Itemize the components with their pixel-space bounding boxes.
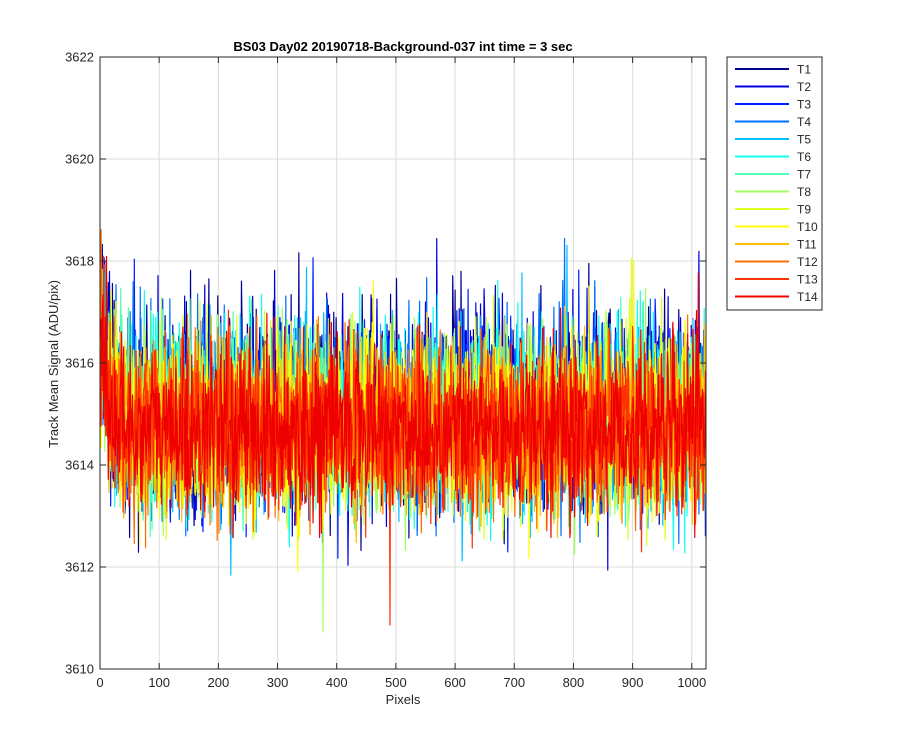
x-tick-label: 400 [326, 675, 348, 690]
legend-label-t12: T12 [797, 255, 818, 269]
y-axis-label: Track Mean Signal (ADU/pix) [46, 280, 61, 448]
x-tick-label: 900 [622, 675, 644, 690]
legend-label-t8: T8 [797, 185, 811, 199]
y-tick-label: 3610 [65, 662, 94, 677]
x-tick-label: 600 [444, 675, 466, 690]
series-line-t14 [100, 255, 706, 539]
y-tick-label: 3622 [65, 50, 94, 65]
legend-label-t9: T9 [797, 203, 811, 217]
x-tick-label: 500 [385, 675, 407, 690]
legend-box [726, 56, 823, 311]
x-tick-label: 100 [148, 675, 170, 690]
x-tick-label: 200 [208, 675, 230, 690]
x-tick-label: 300 [267, 675, 289, 690]
x-tick-label: 800 [563, 675, 585, 690]
y-tick-label: 3618 [65, 254, 94, 269]
series-lines [100, 229, 706, 633]
legend-label-t6: T6 [797, 150, 811, 164]
legend-label-t11: T11 [797, 238, 817, 252]
x-tick-label: 1000 [677, 675, 706, 690]
legend-label-t14: T14 [797, 290, 818, 304]
legend-label-t13: T13 [797, 273, 818, 287]
legend-label-t4: T4 [797, 115, 811, 129]
legend-label-t2: T2 [797, 80, 811, 94]
x-axis-label: Pixels [386, 692, 421, 707]
legend-label-t3: T3 [797, 98, 811, 112]
x-tick-label: 0 [96, 675, 103, 690]
legend: T1 T2 T3 T4 T5 T6 T7 T8 T9 T10 T11 T12 T13 T14 [726, 56, 823, 311]
chart-title: BS03 Day02 20190718-Background-037 int t… [233, 39, 572, 54]
legend-label-t10: T10 [797, 220, 818, 234]
y-tick-label: 3614 [65, 458, 94, 473]
legend-label-t5: T5 [797, 133, 811, 147]
y-tick-label: 3616 [65, 356, 94, 371]
legend-label-t1: T1 [797, 63, 811, 77]
y-tick-label: 3620 [65, 152, 94, 167]
y-tick-label: 3612 [65, 560, 94, 575]
x-tick-label: 700 [503, 675, 525, 690]
plot-area: 0 100 200 300 400 500 600 700 800 900 1000 3610 3612… [65, 50, 707, 690]
legend-label-t7: T7 [797, 168, 811, 182]
